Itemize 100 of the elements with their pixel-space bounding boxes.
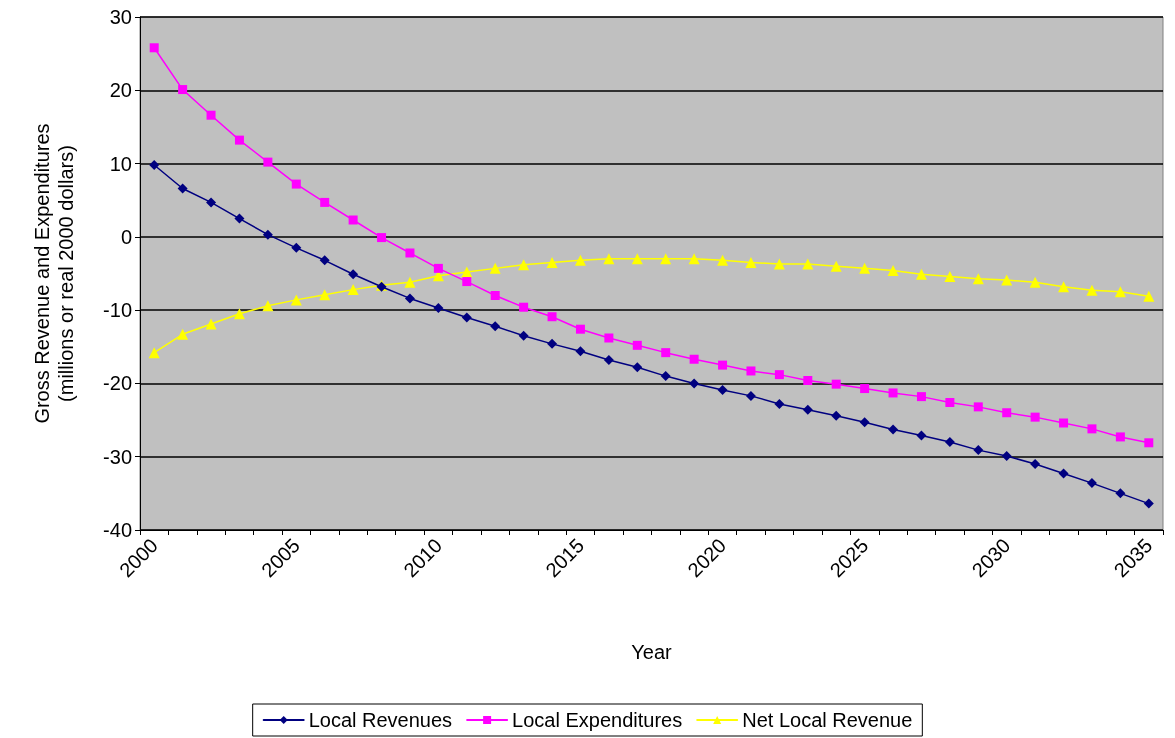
point	[490, 321, 501, 332]
point	[802, 258, 814, 270]
y-axis-title: Gross Revenue and Expenditures (millions or real 2000 dollars)	[31, 123, 77, 424]
point	[1030, 412, 1040, 422]
point	[377, 233, 387, 243]
point	[462, 277, 472, 287]
point	[717, 385, 728, 396]
point	[206, 197, 217, 208]
point	[177, 328, 189, 340]
point	[915, 268, 927, 280]
point	[660, 253, 672, 265]
point	[916, 430, 927, 441]
point	[404, 276, 416, 288]
point	[234, 135, 244, 145]
point	[547, 312, 557, 322]
point	[1002, 408, 1012, 418]
point	[148, 347, 160, 359]
point	[319, 289, 331, 301]
point	[831, 410, 842, 421]
point	[575, 324, 585, 334]
point	[1143, 290, 1155, 302]
point	[803, 376, 813, 385]
point	[489, 262, 501, 274]
point	[604, 333, 614, 343]
point	[575, 346, 586, 357]
point	[405, 248, 415, 258]
point	[262, 300, 274, 312]
point	[1114, 286, 1126, 298]
point	[1086, 284, 1098, 296]
point	[745, 390, 756, 401]
point	[490, 290, 500, 300]
point	[1059, 418, 1069, 428]
point	[660, 371, 671, 382]
y-tick-label: -40	[103, 519, 132, 541]
point	[888, 424, 899, 435]
point	[347, 284, 359, 296]
point	[433, 263, 443, 273]
point	[830, 260, 842, 272]
point	[860, 384, 870, 394]
y-tick-label: -30	[103, 445, 132, 468]
point	[774, 398, 785, 409]
point	[972, 273, 984, 285]
point	[1115, 488, 1126, 499]
point	[319, 255, 330, 266]
point	[1144, 438, 1154, 448]
point	[888, 388, 898, 398]
point	[149, 160, 160, 171]
point	[717, 254, 729, 266]
point	[291, 242, 302, 253]
x-axis-title: Year	[631, 641, 673, 663]
point	[773, 258, 785, 270]
point	[461, 266, 473, 278]
point	[149, 43, 159, 53]
point	[746, 366, 756, 376]
point	[973, 402, 983, 412]
point	[546, 257, 558, 269]
point	[1058, 468, 1069, 479]
point	[404, 293, 415, 304]
point	[1086, 478, 1097, 489]
point	[177, 183, 188, 194]
y-tick-label: 0	[120, 225, 132, 248]
point	[263, 157, 273, 167]
point	[718, 360, 728, 370]
point	[859, 417, 870, 428]
point	[887, 265, 899, 277]
point	[689, 378, 700, 389]
point	[1001, 274, 1013, 286]
point	[178, 85, 188, 95]
point	[547, 338, 558, 349]
point	[1087, 424, 1097, 434]
point	[661, 348, 671, 358]
point	[233, 308, 245, 320]
point	[916, 392, 926, 402]
legend-label: Net Local Revenue	[742, 709, 913, 731]
point	[945, 397, 955, 407]
y-tick-label: 10	[109, 152, 132, 175]
point	[518, 259, 530, 271]
point	[774, 370, 784, 380]
point	[205, 318, 217, 330]
legend-label: Local Expenditures	[512, 709, 683, 731]
point	[348, 215, 358, 225]
point	[859, 262, 871, 274]
point	[234, 213, 245, 224]
point	[348, 269, 359, 280]
point	[1058, 281, 1070, 293]
legend-label: Local Revenues	[308, 709, 453, 731]
point	[745, 257, 757, 269]
y-tick-label: 20	[109, 79, 132, 102]
point	[603, 253, 615, 265]
point	[290, 294, 302, 306]
point	[689, 354, 699, 364]
point	[1115, 432, 1125, 442]
point	[944, 437, 955, 448]
point	[433, 302, 444, 313]
point	[518, 330, 529, 341]
point	[944, 270, 956, 282]
point	[320, 197, 330, 207]
point	[1029, 276, 1041, 288]
point	[632, 362, 643, 373]
point	[631, 253, 643, 265]
